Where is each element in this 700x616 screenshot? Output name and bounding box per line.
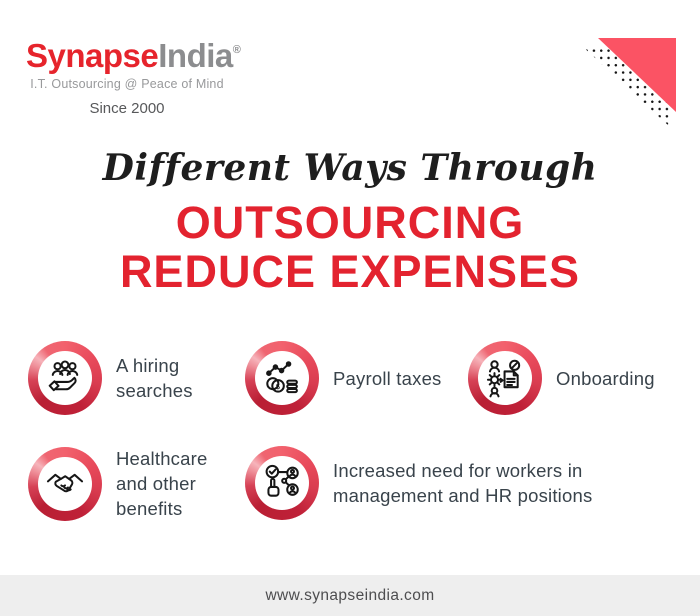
hand-check-network-icon: [265, 464, 299, 497]
brand-logo-text: SynapseIndia®: [26, 32, 241, 74]
hiring-ring: [28, 341, 102, 415]
benefit-label: Onboarding: [556, 367, 655, 389]
benefit-item-hiring: A hiring searches: [28, 341, 193, 415]
hand-holding-people-icon: [48, 360, 79, 392]
brand-logo: SynapseIndia® I.T. Outsourcing @ Peace o…: [26, 32, 241, 118]
benefit-item-workforce: Increased need for workers in management…: [245, 446, 592, 520]
benefit-item-healthcare: Healthcare and other benefits: [28, 446, 207, 521]
benefit-item-onboarding: Onboarding: [468, 341, 655, 415]
handshake-icon: [46, 473, 84, 492]
payroll-ring: $: [245, 341, 319, 415]
brand-name-part1: Synapse: [26, 37, 159, 74]
benefit-label: A hiring searches: [116, 355, 193, 401]
main-title-line1: OUTSOURCING: [175, 197, 525, 248]
benefit-label: Increased need for workers in management…: [333, 460, 593, 506]
website-url: www.synapseindia.com: [265, 586, 435, 604]
subtitle-script: Different Ways Through: [102, 147, 598, 189]
brand-name-part2: India: [158, 37, 233, 74]
registered-mark: ®: [232, 44, 241, 56]
brand-since: Since 2000: [89, 100, 165, 117]
main-title-line2: REDUCE EXPENSES: [119, 246, 581, 297]
onboarding-ring: [468, 341, 542, 415]
svg-text:$: $: [276, 382, 281, 391]
main-title: OUTSOURCING REDUCE EXPENSES: [0, 198, 700, 296]
benefit-label: Payroll taxes: [333, 367, 442, 389]
people-gear-document-icon: [486, 359, 521, 398]
brand-tagline: I.T. Outsourcing @ Peace of Mind: [30, 77, 224, 91]
benefit-item-payroll: $ Payroll taxes: [245, 341, 442, 415]
footer-bar: www.synapseindia.com: [0, 575, 700, 616]
benefit-label: Healthcare and other benefits: [116, 448, 208, 519]
corner-decoration: [566, 0, 700, 140]
coins-chart-icon: $: [266, 361, 298, 394]
healthcare-ring: [28, 446, 102, 521]
workforce-ring: [245, 446, 319, 520]
